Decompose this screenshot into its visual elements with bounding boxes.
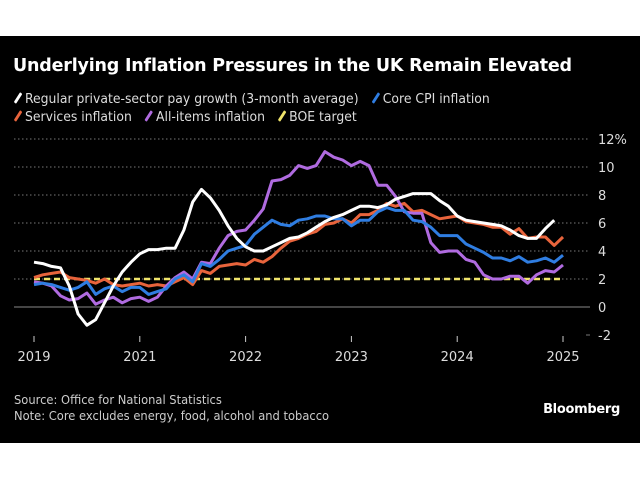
- legend-item-pay-growth: Regular private-sector pay growth (3-mon…: [13, 91, 359, 107]
- chart-card: Underlying Inflation Pressures in the UK…: [0, 36, 640, 443]
- x-tick-label: 2025: [546, 350, 579, 365]
- legend-item-all-items: All-items inflation: [144, 109, 265, 125]
- x-tick-label: 2023: [335, 350, 368, 365]
- bloomberg-logo: Bloomberg: [543, 402, 620, 417]
- chart-title: Underlying Inflation Pressures in the UK…: [13, 56, 572, 76]
- y-tick-label: 10: [598, 161, 615, 176]
- y-tick-label: -2: [598, 329, 611, 344]
- y-tick-label: 2: [598, 273, 606, 288]
- series-line-regular-private-sector-pay-growth-3-month-average: [33, 187, 556, 327]
- legend: Regular private-sector pay growth (3-mon…: [13, 91, 498, 107]
- legend-item-core-cpi: Core CPI inflation: [371, 91, 490, 107]
- x-tick-label: 2019: [17, 350, 50, 365]
- line-chart: 12% 10 8 6 4 2 0 -2 2019 2021 2022 2023 2024 2025: [14, 133, 627, 365]
- source-note: Source: Office for National Statistics: [14, 392, 222, 407]
- y-tick-label: 12%: [598, 133, 627, 148]
- legend: Services inflation All-items inflation B…: [13, 109, 365, 125]
- footnote: Note: Core excludes energy, food, alcoho…: [14, 408, 330, 423]
- series-line-all-items-inflation: [33, 150, 564, 306]
- y-tick-label: 6: [598, 217, 606, 232]
- legend-item-boe-target: BOE target: [277, 109, 357, 125]
- x-tick-label: 2022: [229, 350, 262, 365]
- y-tick-label: 4: [598, 245, 606, 260]
- x-tick-label: 2021: [123, 350, 156, 365]
- y-tick-label: 0: [598, 301, 606, 316]
- series-line-core-cpi-inflation: [33, 206, 564, 296]
- x-tick-label: 2024: [441, 350, 474, 365]
- y-tick-label: 8: [598, 189, 606, 204]
- legend-item-services: Services inflation: [13, 109, 132, 125]
